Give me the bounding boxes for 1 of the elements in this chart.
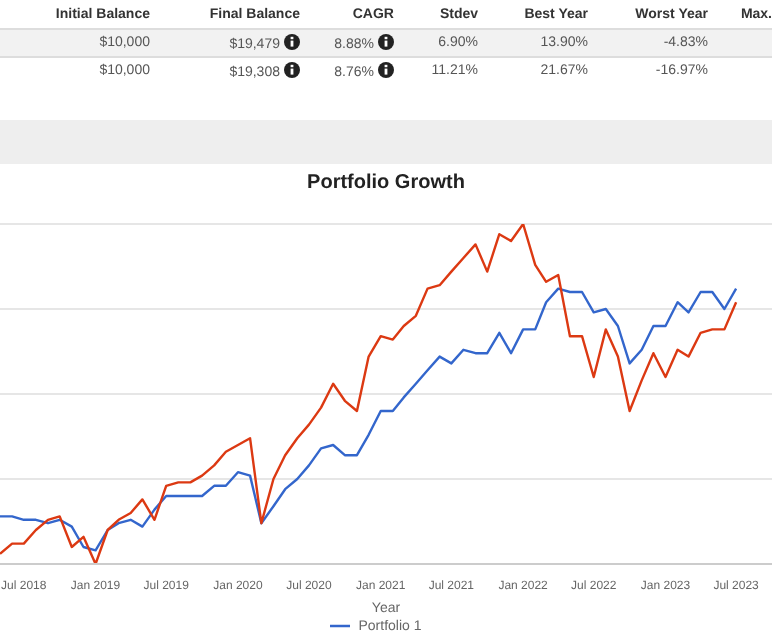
- chart-title: Portfolio Growth: [305, 170, 467, 198]
